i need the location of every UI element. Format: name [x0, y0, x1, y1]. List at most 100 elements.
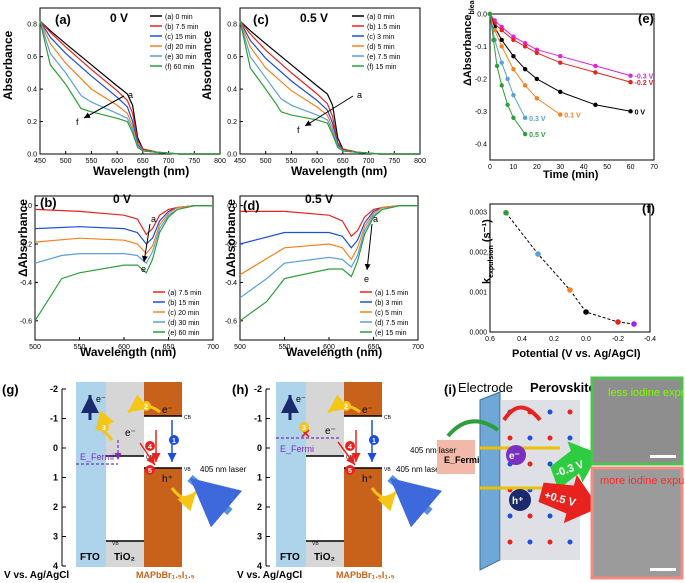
- panel-e-series-label: 0.3 V: [529, 116, 546, 123]
- panel-h-hole: h⁺: [362, 474, 373, 485]
- panel-b-series-line: [34, 205, 213, 322]
- panel-d-plot: 500 550 600 650 700 0.0 -0.2 -0.4 -0.6: [225, 195, 424, 351]
- panel-e-point: [628, 109, 633, 114]
- panel-a-ann-a: a: [128, 90, 133, 100]
- panel-e-point: [593, 63, 598, 69]
- panel-a-trend-arrow: [83, 95, 125, 119]
- panel-g-perov-label: MAPbBr₁.₅I₁.₅: [136, 570, 195, 580]
- panel-e-xtick-label: 60: [627, 164, 635, 171]
- panel-e-xtick-label: 30: [556, 164, 564, 171]
- panel-e-series-label: 0 V: [635, 109, 646, 116]
- band-step-label: 4: [348, 444, 352, 451]
- panel-e-point: [505, 76, 510, 82]
- panel-h-yticks: -2 -1 0 1 2 3 4: [254, 384, 270, 571]
- band-step-label: 1: [372, 438, 376, 445]
- panel-e-ytick-label: -0.1: [475, 44, 487, 51]
- panel-e-point: [522, 66, 528, 72]
- panel-b-frame: [34, 195, 214, 341]
- panel-e-point: [487, 11, 493, 17]
- panel-a-bias: 0 V: [110, 11, 128, 25]
- panel-e-series-label: -0.3 V: [635, 74, 654, 81]
- band-ytick-label: 3: [257, 532, 262, 542]
- panel-e-point: [499, 37, 504, 43]
- panel-e-point: [593, 70, 598, 75]
- panel-b-series-line: [34, 205, 213, 236]
- panel-h-back-transfer-arrow: [337, 441, 356, 466]
- panel-b-xlabel: Wavelength (nm): [80, 345, 176, 359]
- band-ytick-label: 3: [53, 532, 58, 542]
- panel-e-point: [628, 73, 633, 78]
- panel-b-legend: (a) 7.5 min (b) 15 min (c) 20 min (d) 30 mi…: [153, 290, 202, 337]
- panel-i-label: (i): [444, 382, 456, 397]
- panel-g-tio2-label: TiO₂: [114, 552, 135, 563]
- panel-e: 0 10 20 30 40 50 60 70 0.0 -0.1 -0.2 -0.3 -0.4 -0.3 V…: [462, 0, 658, 181]
- panel-a-legend-entry: (c) 15 min: [165, 34, 196, 41]
- panel-e-label: (e): [638, 11, 654, 26]
- panel-g-yaxis-label: V vs. Ag/AgCl: [4, 570, 69, 581]
- panel-i-less-text: less iodine expulsion: [608, 387, 685, 399]
- panel-e-xlabel: Time (min): [543, 169, 599, 181]
- panel-a-legend-entry: (d) 20 min: [165, 44, 197, 51]
- panel-e-point: [534, 47, 540, 52]
- panel-c-plot: 450 500 550 600 650 700 750 800 0.0 0.2 0.4 0.6 0.8: [227, 7, 426, 165]
- panel-a-xtick-label: 800: [214, 158, 226, 165]
- panel-c-bias: 0.5 V: [300, 11, 328, 25]
- panel-c-trend-arrow: [304, 95, 354, 127]
- panel-a-series-line: [39, 20, 220, 155]
- panel-c-legend-entry: (d) 5 min: [367, 44, 395, 51]
- panel-i-fermi-box: [437, 440, 475, 474]
- panel-i-more-text: more iodine expulsion: [600, 475, 685, 487]
- panel-c-legend-entry: (e) 7.5 min: [367, 54, 401, 61]
- panel-g-back-transfer-arrow: [139, 442, 156, 466]
- panel-e-xtick-label: 10: [510, 164, 518, 171]
- band-ytick-label: -1: [50, 414, 58, 424]
- panel-b-xtick-label: 500: [29, 344, 41, 351]
- panel-e-point: [558, 60, 563, 65]
- panel-c-label: (c): [253, 12, 269, 27]
- panel-e-xtick-label: 50: [603, 164, 611, 171]
- panel-e-xtick-label: 40: [580, 164, 588, 171]
- panel-h-laser-label: 405 nm laser: [396, 465, 443, 474]
- panel-d-series-line: [240, 205, 418, 238]
- panel-d-ytick-label: -0.2: [225, 242, 237, 249]
- band-step-label: 5: [148, 468, 152, 475]
- panel-f-ytick-label: 0.002: [469, 250, 487, 257]
- panel-d-xtick-label: 700: [412, 344, 424, 351]
- panel-h-tio2-electron: e⁻: [325, 426, 336, 437]
- panel-e-point: [499, 60, 504, 65]
- panel-c-xtick-label: 700: [363, 158, 375, 165]
- panel-i-atom: [527, 539, 533, 545]
- panel-h-perov-cb-label: CB: [384, 415, 392, 421]
- panel-c-ytick-label: 0.0: [227, 152, 237, 159]
- band-step-marker: [369, 435, 379, 445]
- band-ytick-label: 4: [53, 561, 58, 571]
- panel-b-ytick-label: 0.0: [22, 203, 32, 210]
- panel-i-atom: [527, 513, 533, 519]
- panel-i: (i) Electrode Perovskite E_Fermi 405 nm …: [410, 376, 685, 580]
- panel-b-plot: 500 550 600 650 700 0.0 -0.2 -0.4 -0.6: [20, 195, 219, 351]
- band-step-label: 4: [148, 444, 152, 451]
- panel-e-xtick-label: 20: [533, 164, 541, 171]
- panel-e-point: [494, 63, 500, 69]
- panel-e-ytick-label: 0.0: [477, 12, 487, 19]
- panel-d-xlabel: Wavelength (nm): [286, 345, 382, 359]
- panel-g-perov-cb-label: CB: [184, 415, 192, 421]
- panel-b-ann-a: a: [151, 214, 156, 224]
- panel-c-ytick-label: 0.4: [227, 87, 237, 94]
- panel-h-electron-out: e⁻: [296, 394, 306, 404]
- panel-g-tio2-gap: [106, 456, 144, 541]
- panel-d-ytick-label: -0.4: [225, 280, 237, 287]
- band-ytick-label: 4: [257, 561, 262, 571]
- panel-d-xtick-label: 550: [279, 344, 291, 351]
- panel-c-xtick-label: 750: [388, 158, 400, 165]
- band-step-marker: [99, 422, 109, 432]
- panel-h-laser-arrow: [387, 474, 443, 528]
- panel-d-label: (d): [243, 198, 260, 213]
- panel-a-frame: [39, 7, 221, 155]
- panel-a-xtick-label: 550: [86, 158, 98, 165]
- panel-a-xtick-label: 750: [188, 158, 200, 165]
- panel-f-point: [583, 309, 589, 315]
- panel-d-xtick-label: 600: [323, 344, 335, 351]
- panel-g-tio2-electron: e⁻: [125, 428, 136, 439]
